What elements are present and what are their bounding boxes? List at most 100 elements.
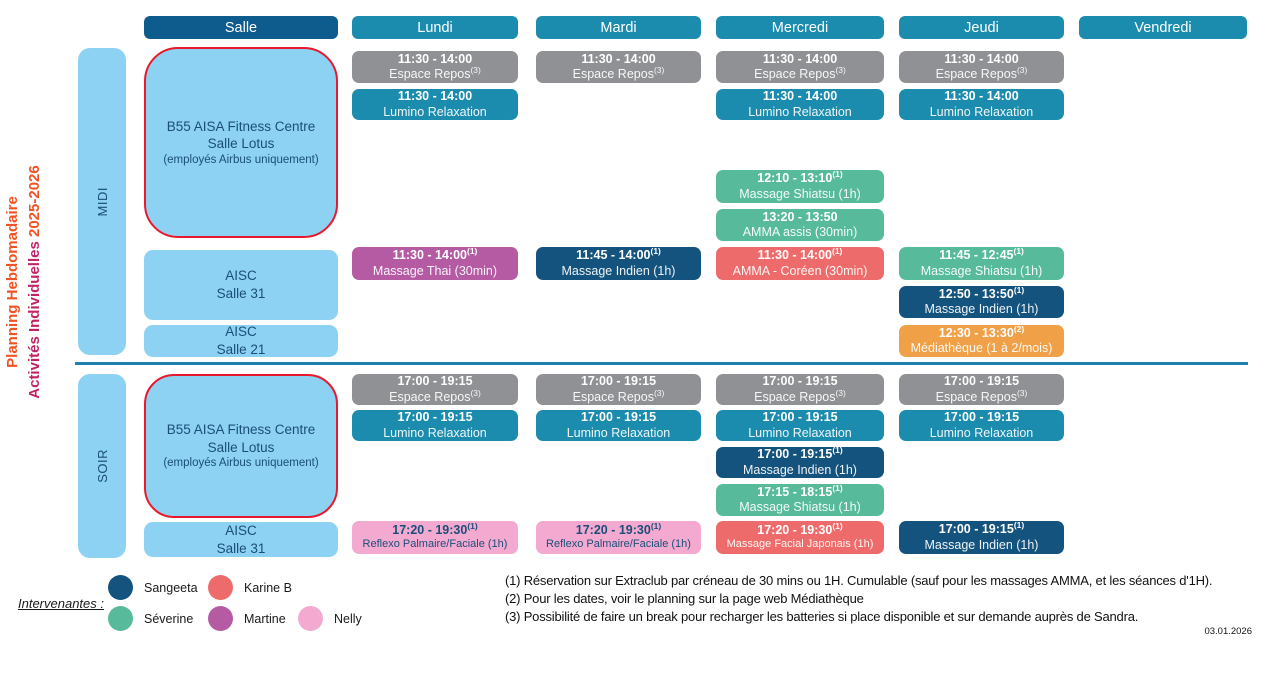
footnote-ref: (1) (466, 246, 478, 257)
event-soir-jeudi-e: 17:00 - 19:15(1) Massage Indien (1h) (899, 521, 1064, 554)
event-midi-lundi-b: 11:30 - 14:00 Lumino Relaxation (352, 89, 518, 120)
legend-color-dot (108, 575, 133, 600)
event-time: 17:00 - 19:15 (943, 374, 1020, 389)
event-label: Espace Repos(3) (754, 64, 846, 81)
event-label: Lumino Relaxation (383, 425, 487, 440)
event-soir-mercredi-c: 17:00 - 19:15(1) Massage Indien (1h) (716, 445, 884, 478)
event-time: 11:30 - 14:00 (944, 89, 1019, 104)
period-label-soir: SOIR (78, 374, 126, 558)
event-label: Reflexo Palmaire/Faciale (1h) (546, 538, 691, 551)
room-midi-salle21: AISC Salle 21 (144, 324, 338, 357)
event-time: 17:15 - 18:15(1) (757, 482, 843, 499)
event-label: Massage Thai (30min) (372, 263, 498, 278)
event-label: Lumino Relaxation (748, 104, 852, 119)
legend-person-nelly: Nelly (298, 606, 362, 631)
event-soir-mardi-e: 17:20 - 19:30(1) Reflexo Palmaire/Faciale… (536, 521, 701, 554)
event-midi-mercredi-d: 13:20 - 13:50 AMMA assis (30min) (716, 209, 884, 241)
event-label: Massage Indien (1h) (743, 462, 857, 477)
event-label: Reflexo Palmaire/Faciale (1h) (362, 538, 508, 551)
footnote-ref: (1) (832, 482, 843, 493)
event-time: 12:10 - 13:10(1) (757, 169, 843, 186)
event-midi-lundi-e: 11:30 - 14:00(1) Massage Thai (30min) (352, 247, 518, 280)
event-time: 11:30 - 14:00 (397, 51, 473, 66)
event-soir-jeudi-b: 17:00 - 19:15 Lumino Relaxation (899, 410, 1064, 441)
event-label: Espace Repos(3) (389, 387, 481, 404)
title-line2-main: Activités Individuelles (25, 241, 43, 399)
event-soir-mardi-b: 17:00 - 19:15 Lumino Relaxation (536, 410, 701, 441)
event-soir-lundi-a: 17:00 - 19:15 Espace Repos(3) (352, 374, 518, 405)
event-label: Médiathèque (1 à 2/mois) (910, 341, 1053, 355)
event-time: 11:30 - 14:00(1) (757, 246, 843, 263)
legend-person-name: Karine B (244, 580, 292, 595)
footnote-ref: (3) (470, 64, 481, 75)
footnote-ref: (1) (1013, 284, 1025, 295)
midi-soir-divider (75, 362, 1248, 365)
event-time: 11:30 - 14:00(1) (392, 246, 478, 263)
event-midi-jeudi-g: 12:30 - 13:30(2) Médiathèque (1 à 2/mois) (899, 323, 1064, 357)
event-time: 17:00 - 19:15 (943, 410, 1020, 425)
event-time: 17:00 - 19:15 (397, 374, 473, 389)
footnote-ref: (1) (467, 521, 478, 532)
event-label: Lumino Relaxation (566, 425, 671, 440)
event-time: 11:30 - 14:00 (397, 89, 473, 104)
event-midi-lundi-a: 11:30 - 14:00 Espace Repos(3) (352, 51, 518, 83)
event-midi-mercredi-c: 12:10 - 13:10(1) Massage Shiatsu (1h) (716, 170, 884, 203)
period-label-midi: MIDI (78, 48, 126, 355)
event-time: 17:20 - 19:30(1) (575, 521, 662, 538)
event-midi-jeudi-f: 12:50 - 13:50(1) Massage Indien (1h) (899, 284, 1064, 318)
event-label: Espace Repos(3) (754, 387, 846, 404)
legend-person-karine-b: Karine B (208, 575, 292, 600)
event-time: 17:00 - 19:15(1) (938, 520, 1025, 537)
event-label: Massage Shiatsu (1h) (739, 500, 861, 514)
event-label: Massage Shiatsu (1h) (739, 186, 861, 201)
event-soir-mercredi-b: 17:00 - 19:15 Lumino Relaxation (716, 410, 884, 441)
event-midi-jeudi-a: 11:30 - 14:00 Espace Repos(3) (899, 51, 1064, 83)
event-label: Espace Repos(3) (935, 387, 1028, 404)
event-time: 11:45 - 12:45(1) (939, 246, 1024, 263)
room-soir-b55: B55 AISA Fitness Centre Salle Lotus (emplo… (144, 374, 338, 518)
event-label: Espace Repos(3) (389, 64, 481, 81)
event-soir-lundi-b: 17:00 - 19:15 Lumino Relaxation (352, 410, 518, 441)
footnote-line: (3) Possibilité de faire un break pour r… (505, 609, 1139, 624)
footnote-ref: (3) (1016, 64, 1028, 75)
event-label: Lumino Relaxation (748, 425, 852, 440)
event-label: AMMA assis (30min) (742, 225, 858, 239)
event-midi-mercredi-b: 11:30 - 14:00 Lumino Relaxation (716, 89, 884, 120)
event-midi-mercredi-a: 11:30 - 14:00 Espace Repos(3) (716, 51, 884, 83)
legend-person-name: Séverine (144, 611, 194, 626)
event-midi-mardi-e: 11:45 - 14:00(1) Massage Indien (1h) (536, 247, 701, 280)
legend-person-sangeeta: Sangeeta (108, 575, 198, 600)
legend-color-dot (108, 606, 133, 631)
event-time: 11:30 - 14:00 (762, 51, 838, 66)
event-label: Espace Repos(3) (935, 64, 1028, 81)
footnote-ref: (3) (653, 64, 665, 75)
event-label: Lumino Relaxation (383, 104, 487, 119)
footnote-ref: (2) (1013, 323, 1025, 334)
event-label: Espace Repos(3) (572, 387, 665, 404)
footnote-ref: (1) (832, 445, 843, 456)
day-header-lundi: Lundi (352, 16, 518, 39)
footnote-ref: (3) (835, 387, 846, 398)
event-soir-mercredi-d: 17:15 - 18:15(1) Massage Shiatsu (1h) (716, 482, 884, 516)
day-header-mercredi: Mercredi (716, 16, 884, 39)
title-line1: Planning Hebdomadaire (4, 196, 21, 368)
event-time: 12:50 - 13:50(1) (938, 284, 1025, 301)
footnote-ref: (1) (1013, 520, 1025, 531)
event-soir-jeudi-a: 17:00 - 19:15 Espace Repos(3) (899, 374, 1064, 405)
event-time: 17:00 - 19:15 (762, 374, 838, 389)
footnote-ref: (3) (835, 64, 846, 75)
footnote-ref: (1) (650, 246, 661, 257)
event-time: 11:45 - 14:00(1) (576, 246, 661, 263)
footnote-line: (2) Pour les dates, voir le planning sur… (505, 591, 864, 606)
event-time: 11:30 - 14:00 (762, 89, 838, 104)
event-time: 11:30 - 14:00 (944, 51, 1019, 66)
event-time: 17:00 - 19:15 (580, 374, 657, 389)
event-label: Espace Repos(3) (572, 64, 665, 81)
footnote-ref: (1) (1013, 246, 1024, 257)
footnote-ref: (1) (832, 521, 843, 532)
event-midi-mercredi-e: 11:30 - 14:00(1) AMMA - Coréen (30min) (716, 247, 884, 280)
legend-title: Intervenantes : (18, 596, 104, 611)
room-midi-b55: B55 AISA Fitness Centre Salle Lotus (emplo… (144, 47, 338, 238)
day-header-jeudi: Jeudi (899, 16, 1064, 39)
event-label: Massage Indien (1h) (561, 263, 676, 278)
